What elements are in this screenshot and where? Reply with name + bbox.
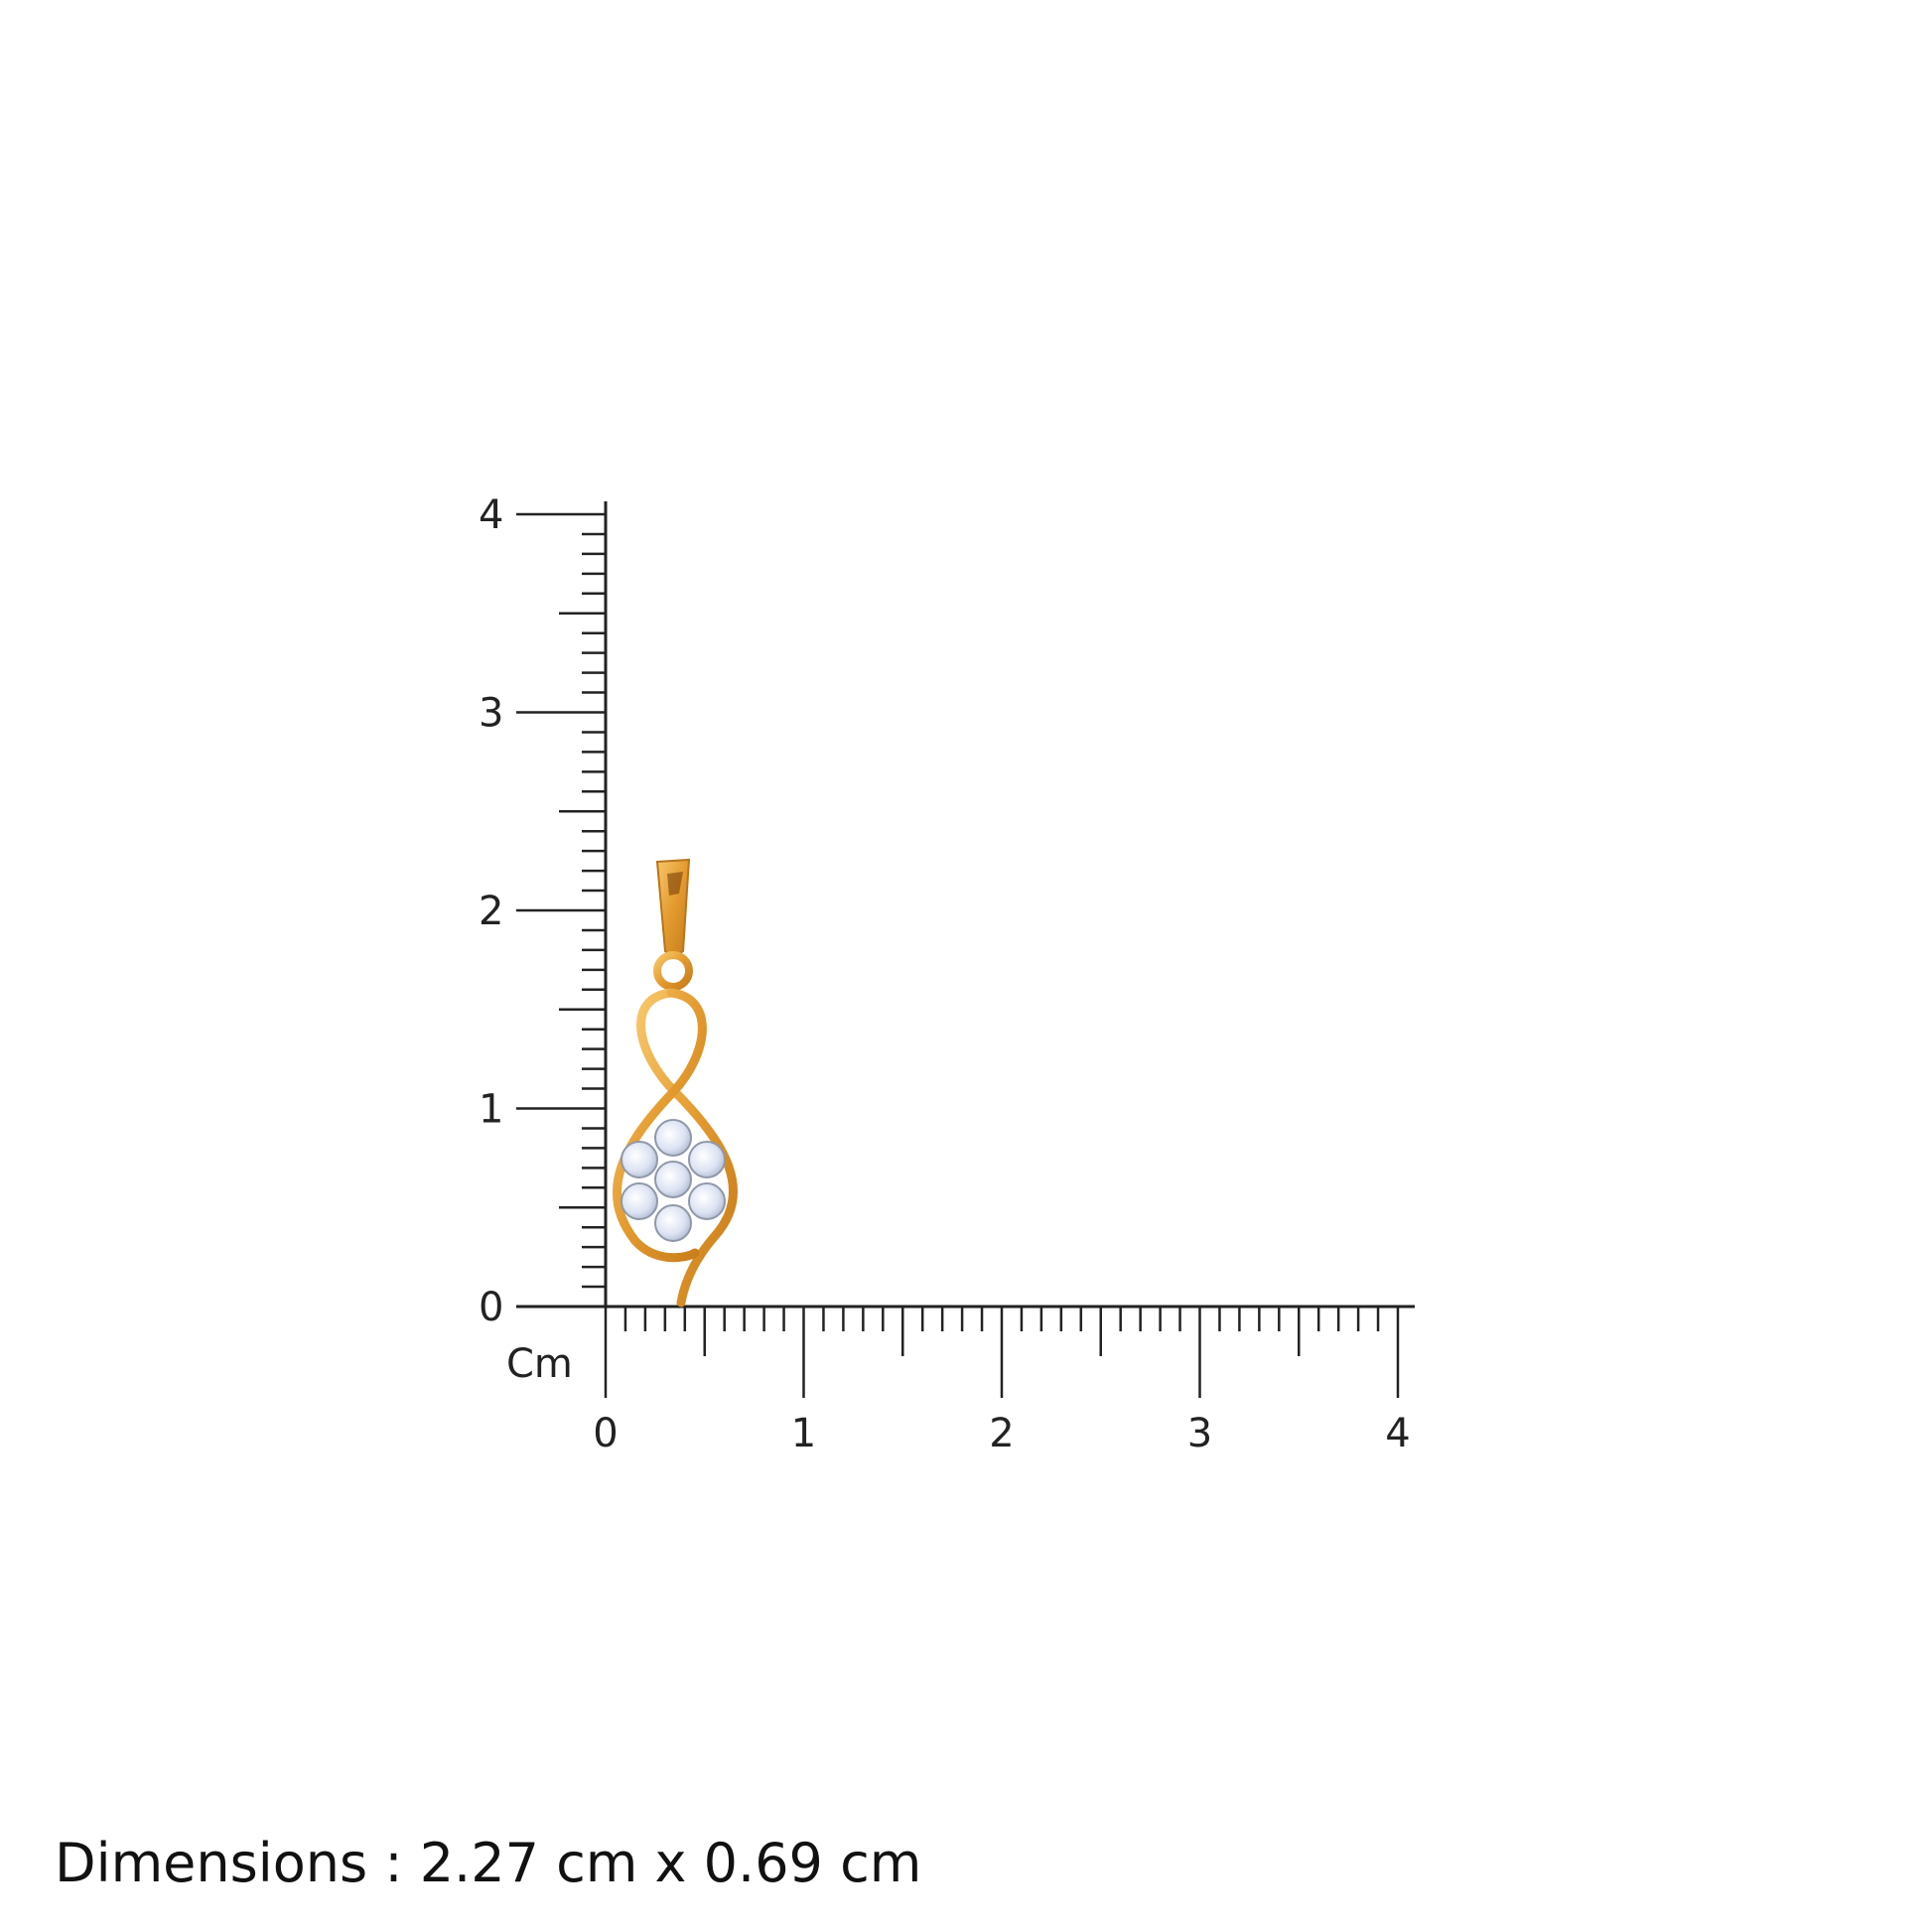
horizontal-tick-label: 1 [791, 1411, 816, 1456]
horizontal-tick-label: 4 [1385, 1411, 1410, 1456]
vertical-tick-label: 2 [479, 889, 503, 934]
pendant-image [613, 858, 738, 1308]
vertical-tick-label: 1 [479, 1087, 503, 1133]
horizontal-tick-label: 2 [989, 1411, 1014, 1456]
horizontal-tick-label: 0 [593, 1411, 618, 1456]
vertical-tick-label: 4 [479, 492, 503, 538]
dimensions-text: Dimensions : 2.27 cm x 0.69 cm [55, 1832, 922, 1894]
vertical-tick-label: 0 [479, 1285, 503, 1330]
horizontal-tick-label: 3 [1187, 1411, 1212, 1456]
unit-label: Cm [506, 1341, 573, 1387]
vertical-tick-label: 3 [479, 691, 503, 737]
